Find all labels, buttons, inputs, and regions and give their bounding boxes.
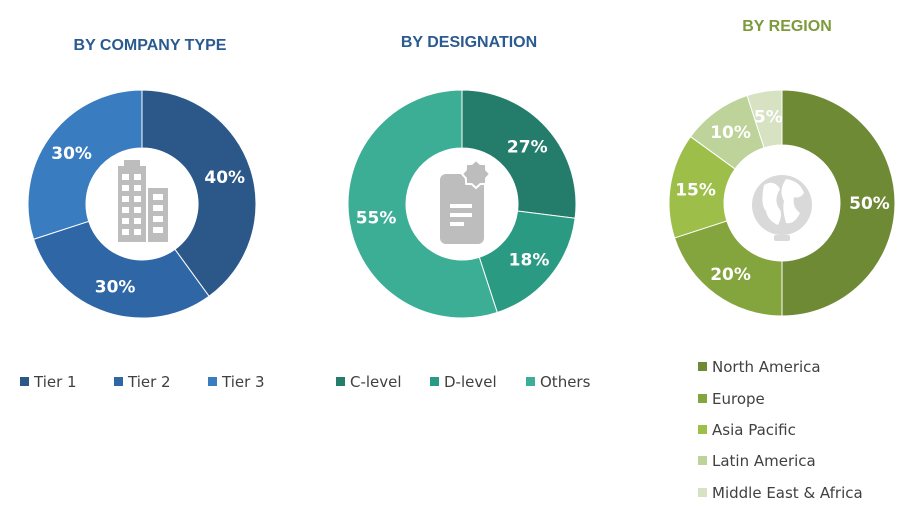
globe-icon [752, 175, 812, 241]
legend-label: D-level [444, 373, 497, 391]
legend-item-north-america: North America [698, 358, 821, 376]
data-label-middle-east-and-africa: 5% [754, 108, 783, 128]
chart-title: BY COMPANY TYPE [74, 37, 227, 54]
legend-label: Middle East & Africa [712, 484, 863, 502]
chart-title: BY REGION [742, 18, 832, 35]
legend-label: Tier 1 [33, 373, 77, 391]
legend-swatch [114, 377, 123, 386]
legend-swatch [698, 488, 707, 497]
legend-label: Others [540, 373, 591, 391]
data-label-tier-1: 40% [204, 168, 245, 188]
legend-item-latin-america: Latin America [698, 452, 816, 470]
data-label-latin-america: 10% [710, 123, 751, 143]
chart-by-region: BY REGION 50% 20% 15% 10%5% North America Euro… [668, 18, 896, 502]
legend-label: Asia Pacific [712, 421, 796, 439]
legend-label: Tier 2 [127, 373, 171, 391]
data-label-d-level: 18% [509, 250, 550, 270]
legend-item-others: Others [526, 373, 591, 391]
legend-item-d-level: D-level [430, 373, 497, 391]
slice-tier-3 [27, 89, 143, 240]
legend-swatch [430, 377, 439, 386]
legend-label: North America [712, 358, 821, 376]
data-label-north-america: 50% [849, 194, 890, 214]
legend-item-middle-east-and-africa: Middle East & Africa [698, 484, 863, 502]
legend-item-tier-1: Tier 1 [20, 373, 77, 391]
slice-middle-east-and-africa [746, 89, 783, 149]
chart-by-company-type: BY COMPANY TYPE 40% 30% 30% Tier 1 Tier 2 Tier… [20, 37, 265, 391]
data-label-others: 55% [356, 209, 397, 229]
legend-swatch [208, 377, 217, 386]
legend-swatch [526, 377, 535, 386]
legend-swatch [698, 394, 707, 403]
slice-north-america [781, 89, 896, 317]
chart-title: BY DESIGNATION [401, 34, 537, 51]
legend-item-asia-pacific: Asia Pacific [698, 421, 796, 439]
legend-swatch [698, 456, 707, 465]
buildings-icon [118, 160, 168, 242]
data-label-tier-2: 30% [95, 278, 136, 298]
slice-others [347, 89, 498, 319]
legend-label: C-level [350, 373, 402, 391]
legend-label: Latin America [712, 452, 816, 470]
legend-item-tier-2: Tier 2 [114, 373, 171, 391]
data-label-tier-3: 30% [51, 144, 92, 164]
data-label-c-level: 27% [507, 137, 548, 157]
legend-item-europe: Europe [698, 390, 765, 408]
chart-by-designation: BY DESIGNATION 27% 18% 55% C-level D-level Oth… [336, 34, 591, 391]
slice-tier-2 [32, 220, 210, 319]
document-certificate-icon [440, 158, 492, 244]
legend-item-c-level: C-level [336, 373, 402, 391]
slice-tier-1 [141, 89, 257, 297]
legend-item-tier-3: Tier 3 [208, 373, 265, 391]
data-label-europe: 20% [710, 265, 751, 285]
legend-label: Tier 3 [221, 373, 265, 391]
slice-c-level [461, 89, 577, 219]
legend-label: Europe [712, 390, 765, 408]
legend-swatch [698, 425, 707, 434]
legend-swatch [698, 362, 707, 371]
legend-swatch [336, 377, 345, 386]
slice-europe [673, 220, 783, 317]
data-label-asia-pacific: 15% [675, 180, 716, 200]
legend-swatch [20, 377, 29, 386]
